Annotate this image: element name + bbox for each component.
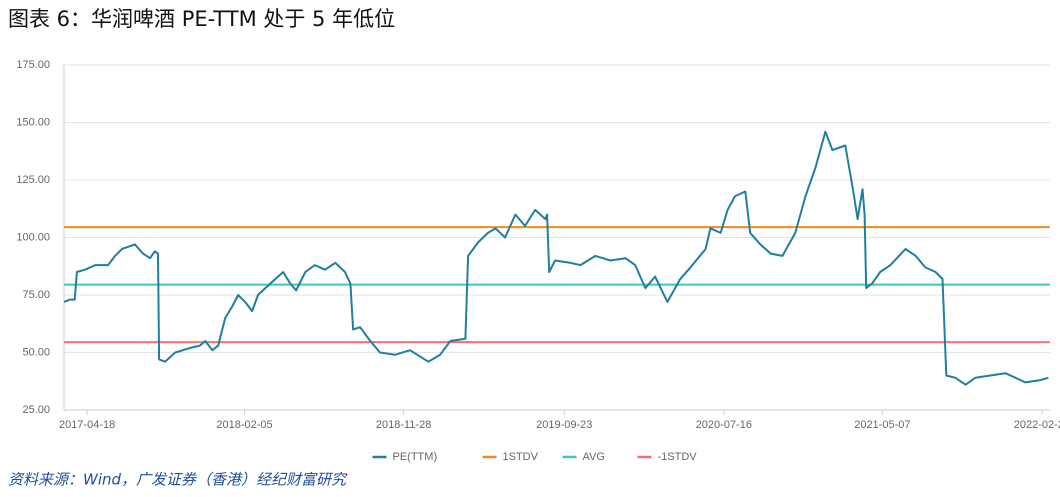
legend-label: 1STDV <box>503 451 539 463</box>
x-tick-label: 2017-04-18 <box>59 419 115 431</box>
source-note: 资料来源：Wind，广发证券（香港）经纪财富研究 <box>8 471 348 489</box>
legend-label: -1STDV <box>658 451 698 463</box>
series-line <box>63 130 1049 386</box>
y-tick-label: 125.00 <box>16 174 50 186</box>
y-tick-label: 25.00 <box>22 404 50 416</box>
x-tick-label: 2019-09-23 <box>536 419 592 431</box>
chart-title: 图表 6：华润啤酒 PE-TTM 处于 5 年低位 <box>8 7 395 31</box>
y-tick-label: 100.00 <box>16 231 50 243</box>
x-tick-label: 2021-05-07 <box>854 419 910 431</box>
x-tick-label: 2022-02-28 <box>1014 419 1060 431</box>
legend-label: PE(TTM) <box>393 451 438 463</box>
y-tick-label: 50.00 <box>22 346 50 358</box>
x-tick-label: 2018-11-28 <box>376 419 431 431</box>
x-tick-label: 2020-07-16 <box>696 419 752 431</box>
legend-label: AVG <box>583 451 605 463</box>
y-tick-label: 150.00 <box>16 116 50 128</box>
y-tick-label: 75.00 <box>22 289 50 301</box>
x-tick-label: 2018-02-05 <box>216 419 272 431</box>
y-tick-label: 175.00 <box>16 59 50 71</box>
